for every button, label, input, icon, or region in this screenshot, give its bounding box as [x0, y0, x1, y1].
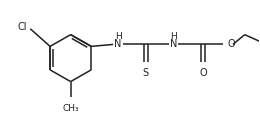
Text: S: S: [143, 68, 149, 78]
Text: CH₃: CH₃: [62, 104, 79, 113]
Text: H: H: [170, 32, 177, 41]
Text: N: N: [170, 39, 177, 49]
Text: O: O: [228, 39, 236, 49]
Text: N: N: [114, 39, 122, 49]
Text: H: H: [115, 32, 121, 41]
Text: Cl: Cl: [18, 22, 27, 32]
Text: O: O: [199, 68, 207, 78]
